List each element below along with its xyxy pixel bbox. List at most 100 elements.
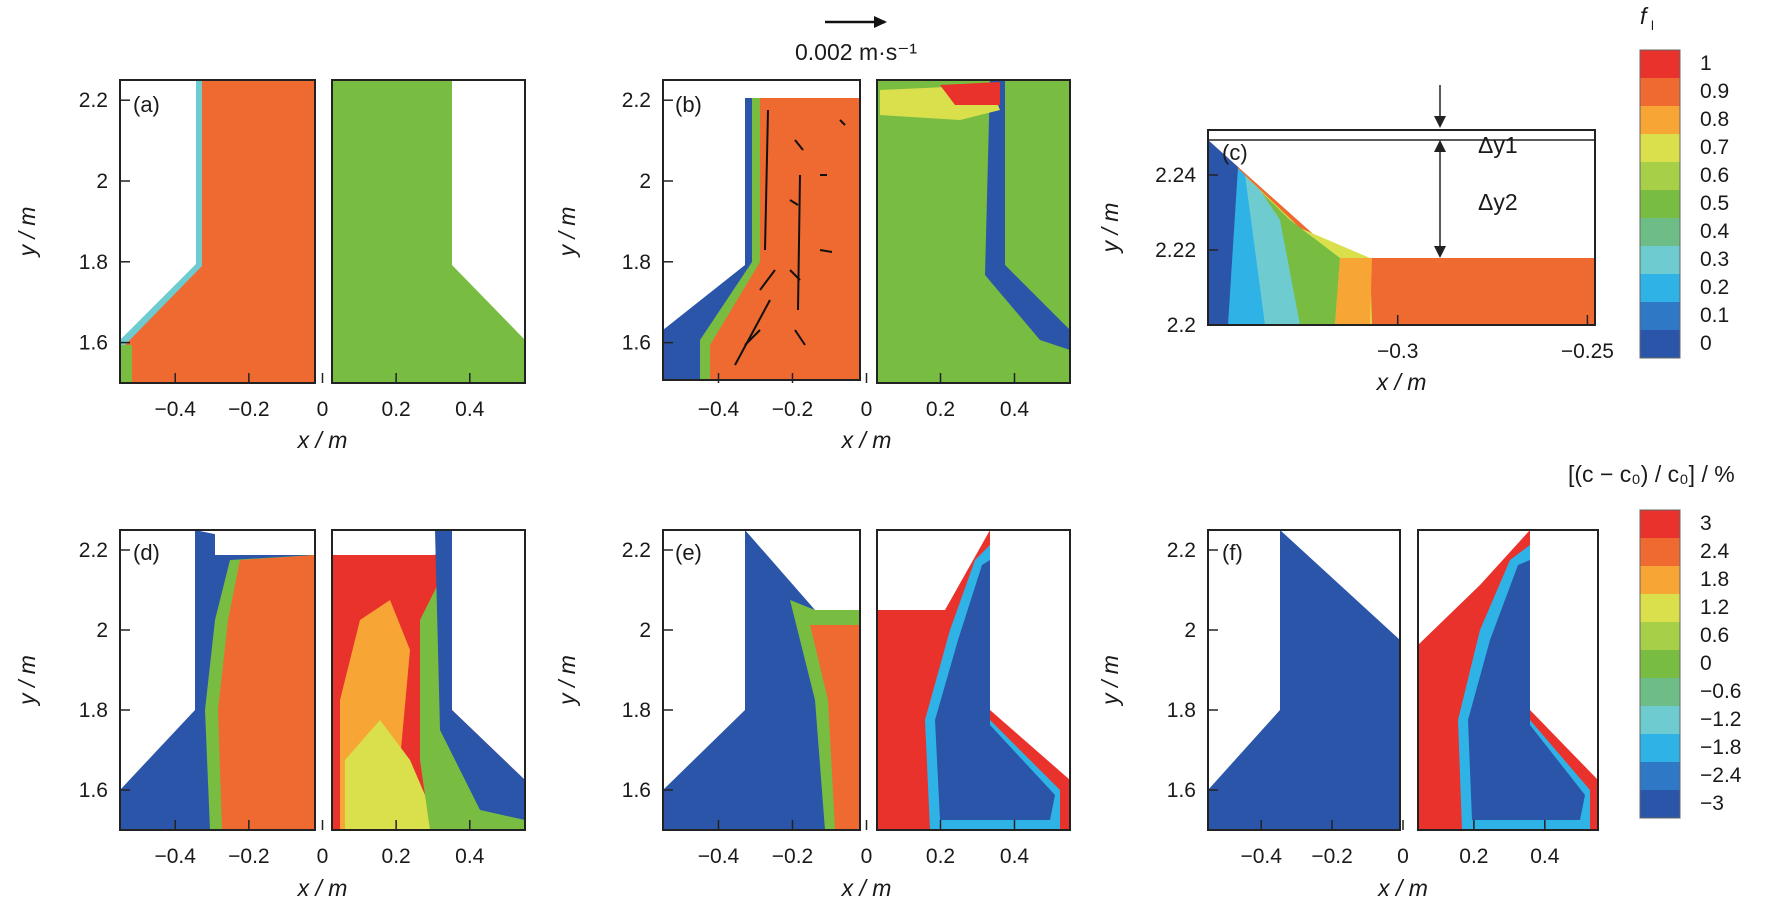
panel-f-left-half [1207, 529, 1401, 831]
panel-e-ytick-label: 2.2 [622, 539, 651, 562]
panel-d-right-frame [331, 529, 526, 831]
panel-c-ytick-label: 2.22 [1155, 239, 1196, 262]
panel-c-frame [1207, 129, 1596, 326]
colorbar-2-swatch [1640, 790, 1680, 818]
colorbar-1-swatch [1640, 246, 1680, 274]
velocity-scale-arrowhead [874, 16, 887, 28]
panel-a-xtick-label: 0.4 [455, 398, 485, 421]
delta-y2-label: Δy2 [1478, 189, 1518, 215]
colorbar-1-label: 0.9 [1700, 80, 1729, 103]
panel-f-negative-region [1208, 530, 1400, 830]
panel-e-xlabel: x / m [841, 875, 892, 901]
panel-c: Δy1 Δy2 (c) [1207, 85, 1596, 326]
panel-e-negative-region [663, 530, 860, 830]
panel-e-tag: (e) [675, 540, 702, 565]
panel-d-left-half [119, 529, 316, 831]
velocity-scale-label: 0.002 m·s⁻¹ [795, 39, 917, 65]
colorbar-2-label: 3 [1700, 512, 1712, 535]
colorbar-2-frame [1639, 509, 1681, 819]
panel-c-ytick-label: 2.24 [1155, 164, 1196, 187]
panel-f: (f) [1207, 529, 1599, 831]
panel-b-xtick-label: 0.4 [1000, 398, 1030, 421]
colorbar-1-label: 0.5 [1700, 192, 1729, 215]
colorbar-2-label: 1.8 [1700, 568, 1729, 591]
panel-e-ytick-label: 2 [639, 619, 651, 642]
panel-d-tag: (d) [133, 540, 160, 565]
panel-d-xlabel: x / m [297, 875, 348, 901]
colorbar-2-label: 1.2 [1700, 596, 1729, 619]
panel-a-axes: −0.4 −0.2 0 0.2 0.4 1.6 1.8 2 2.2 x / m y / m [14, 89, 485, 453]
panel-e-left-half [662, 529, 861, 831]
panel-f-ytick-label: 2.2 [1167, 539, 1196, 562]
colorbar-1-label: 0 [1700, 332, 1712, 355]
colorbar-1-title: f [1640, 3, 1649, 29]
colorbar-2-label: −1.8 [1700, 736, 1741, 759]
colorbar-1-label: 0.3 [1700, 248, 1729, 271]
panel-b-xtick-label: −0.4 [698, 398, 740, 421]
panel-b-left-half [662, 79, 861, 381]
panel-d-ytick-label: 1.6 [79, 779, 108, 802]
colorbar-1-swatch [1640, 50, 1680, 78]
panel-c-xlabel: x / m [1376, 369, 1427, 395]
colorbar-1-label: 0.7 [1700, 136, 1729, 159]
panel-a-xlabel: x / m [297, 427, 348, 453]
panel-a-xtick-label: −0.4 [154, 398, 196, 421]
colorbar-2-label: −0.6 [1700, 680, 1741, 703]
panel-f-xlabel: x / m [1377, 875, 1428, 901]
colorbar-2-swatch [1640, 678, 1680, 706]
panel-d-axes: −0.4 −0.2 0 0.2 0.4 1.6 1.8 2 2.2 x / m y / m [14, 539, 485, 901]
panel-f-xtick-label: −0.2 [1311, 845, 1352, 868]
panel-a-ytick-label: 1.8 [79, 251, 108, 274]
panel-c-xtick-label: −0.3 [1377, 340, 1418, 363]
panel-b-ytick-label: 1.6 [622, 332, 651, 355]
panel-a-xtick-label: 0 [317, 398, 329, 421]
panel-f-ytick-label: 1.6 [1167, 779, 1196, 802]
panel-b-axes: −0.4 −0.2 0 0.2 0.4 1.6 1.8 2 2.2 x / m y / m [554, 89, 1029, 453]
panel-e-ytick-label: 1.6 [622, 779, 651, 802]
panel-a: (a) [119, 79, 526, 384]
colorbar-2-label: 0 [1700, 652, 1712, 675]
panel-e-positive-region [810, 625, 860, 830]
colorbar-2-swatch [1640, 734, 1680, 762]
panel-f-xtick-label: −0.4 [1240, 845, 1282, 868]
panel-b-liquid-region [710, 98, 860, 380]
panel-f-tag: (f) [1222, 540, 1243, 565]
panel-f-xtick-label: 0.2 [1459, 845, 1488, 868]
colorbar-2-swatch [1640, 566, 1680, 594]
panel-d-ytick-label: 1.8 [79, 699, 108, 722]
panel-b-xlabel: x / m [841, 427, 892, 453]
panel-b-xtick-label: 0.2 [926, 398, 955, 421]
panel-a-ylabel: y / m [14, 207, 40, 259]
colorbar-1-label: 1 [1700, 52, 1712, 75]
colorbar-2-swatch [1640, 510, 1680, 538]
colorbar-1-label: 0.2 [1700, 276, 1729, 299]
panel-f-right-half [1417, 529, 1599, 831]
colorbar-1-swatch [1640, 106, 1680, 134]
panel-c-ylabel: y / m [1097, 203, 1123, 255]
panel-a-right-frame [331, 79, 526, 384]
panel-b: (b) [662, 79, 1071, 384]
panel-a-liquid-region [120, 80, 315, 383]
panel-e-xtick-label: 0.2 [926, 845, 955, 868]
panel-d-xtick-label: 0.2 [382, 845, 411, 868]
panel-b-ylabel: y / m [554, 207, 580, 259]
panel-a-solute-region [332, 80, 525, 383]
panel-a-xtick-label: 0.2 [382, 398, 411, 421]
panel-b-velocity-vectors [734, 109, 846, 366]
colorbar-2-swatch [1640, 706, 1680, 734]
delta-y1-label: Δy1 [1478, 132, 1518, 158]
panel-a-tag: (a) [133, 92, 160, 117]
colorbar-1-swatch [1640, 218, 1680, 246]
panel-f-xtick-label: 0 [1397, 845, 1409, 868]
panel-a-left-frame [119, 79, 316, 384]
colorbar-1-swatch [1640, 302, 1680, 330]
panel-f-xtick-label: 0.4 [1530, 845, 1560, 868]
colorbar-2-title: [(c − c₀) / c₀] / % [1568, 461, 1735, 487]
colorbar-1-title-subscript: l [1651, 18, 1654, 33]
panel-e-axes: −0.4 −0.2 0 0.2 0.4 1.6 1.8 2 2.2 x / m y / m [554, 539, 1029, 901]
colorbar-2-swatch [1640, 622, 1680, 650]
panel-a-mushy-band [120, 80, 202, 346]
panel-b-left-frame [662, 79, 861, 381]
panel-e-ylabel: y / m [554, 655, 580, 707]
colorbar-1-swatch [1640, 330, 1680, 358]
